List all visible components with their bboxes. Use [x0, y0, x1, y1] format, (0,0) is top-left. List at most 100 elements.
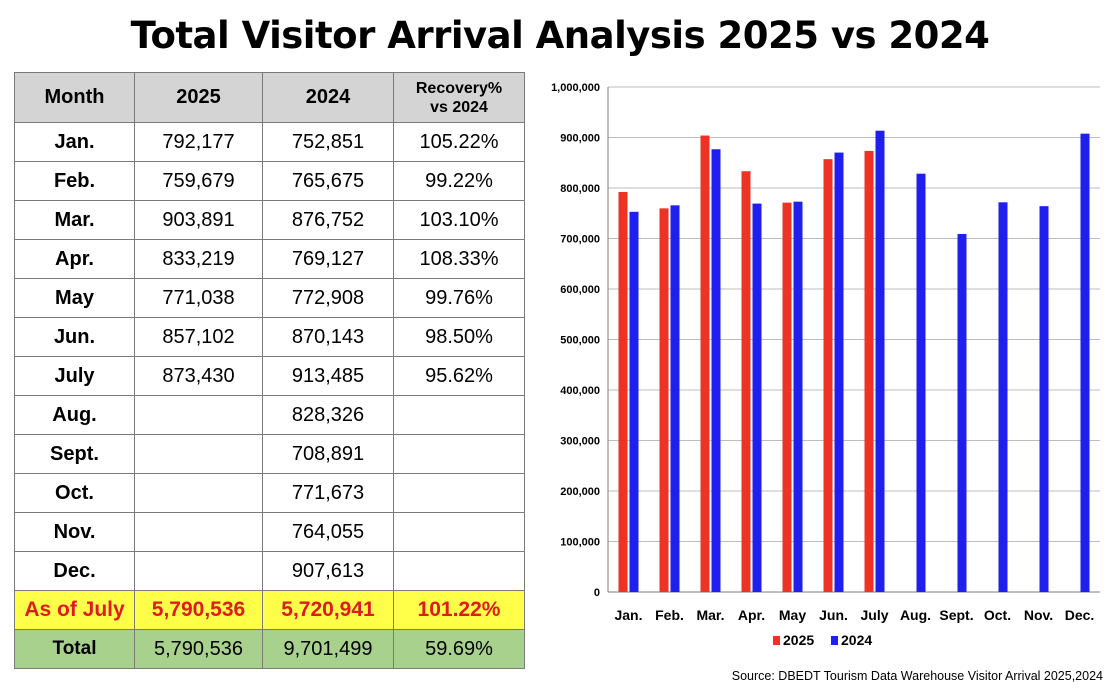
x-tick-label: July — [860, 607, 888, 623]
bar-2025-jun — [823, 159, 833, 592]
legend-label-2024: 2024 — [841, 632, 872, 648]
table-row: Aug. 828,326 — [14, 395, 525, 435]
x-tick-label: May — [779, 607, 806, 623]
recovery-cell: 99.22% — [393, 161, 525, 201]
table-row: Nov. 764,055 — [14, 512, 525, 552]
total-2025: 5,790,536 — [134, 629, 263, 669]
month-cell: Jan. — [14, 122, 135, 162]
table-row: Apr. 833,219 769,127 108.33% — [14, 239, 525, 279]
page-title: Total Visitor Arrival Analysis 2025 vs 2… — [130, 14, 990, 57]
source-note: Source: DBEDT Tourism Data Warehouse Vis… — [731, 669, 1103, 683]
recovery-cell: 98.50% — [393, 317, 525, 357]
as-of-recovery: 101.22% — [393, 590, 525, 630]
bar-2024-aug — [916, 173, 926, 592]
y-tick-label: 1,000,000 — [551, 82, 600, 94]
recovery-cell — [393, 473, 525, 513]
x-tick-label: Dec. — [1065, 607, 1095, 623]
value-2024-cell: 752,851 — [262, 122, 394, 162]
bar-2025-mar — [700, 135, 710, 593]
total-row: Total 5,790,536 9,701,499 59.69% — [14, 629, 525, 669]
table-header-row: Month 2025 2024 Recovery% vs 2024 — [14, 72, 525, 123]
month-cell: Oct. — [14, 473, 135, 513]
recovery-cell — [393, 551, 525, 591]
value-2024-cell: 828,326 — [262, 395, 394, 435]
x-tick-label: Nov. — [1024, 607, 1053, 623]
x-tick-label: Apr. — [738, 607, 765, 623]
recovery-cell — [393, 395, 525, 435]
bar-2024-july — [875, 130, 885, 593]
table-row: Dec. 907,613 — [14, 551, 525, 591]
y-tick-label: 900,000 — [560, 133, 600, 145]
value-2025-cell: 873,430 — [134, 356, 263, 396]
value-2025-cell — [134, 395, 263, 435]
y-tick-label: 100,000 — [560, 537, 600, 549]
visitor-arrival-table: Month 2025 2024 Recovery% vs 2024 Jan. 792… — [14, 72, 525, 669]
x-tick-label: Feb. — [655, 607, 684, 623]
value-2025-cell — [134, 551, 263, 591]
header-month: Month — [14, 72, 135, 123]
table-row: Mar. 903,891 876,752 103.10% — [14, 200, 525, 240]
as-of-2025: 5,790,536 — [134, 590, 263, 630]
table-row: May 771,038 772,908 99.76% — [14, 278, 525, 318]
table-row: Jan. 792,177 752,851 105.22% — [14, 122, 525, 162]
bar-2024-feb — [670, 205, 680, 593]
legend-swatch-2025 — [773, 636, 780, 645]
table-row: Oct. 771,673 — [14, 473, 525, 513]
visitor-arrival-chart: 0 100,000 200,000 300,000 400,000 500,000 600,… — [551, 82, 1100, 648]
bar-2024-may — [793, 201, 803, 592]
value-2024-cell: 772,908 — [262, 278, 394, 318]
recovery-cell — [393, 512, 525, 552]
as-of-label: As of July — [14, 590, 135, 630]
header-2024: 2024 — [262, 72, 394, 123]
value-2025-cell — [134, 434, 263, 474]
header-recovery-line1: Recovery% — [415, 79, 503, 97]
header-2025: 2025 — [134, 72, 263, 123]
bar-2024-oct — [998, 202, 1008, 593]
value-2025-cell — [134, 473, 263, 513]
y-tick-label: 300,000 — [560, 436, 600, 448]
x-tick-label: Jan. — [614, 607, 642, 623]
value-2024-cell: 870,143 — [262, 317, 394, 357]
value-2025-cell: 792,177 — [134, 122, 263, 162]
total-recovery: 59.69% — [393, 629, 525, 669]
bar-2024-dec — [1080, 133, 1090, 592]
bar-2025-apr — [741, 171, 751, 592]
value-2024-cell: 771,673 — [262, 473, 394, 513]
month-cell: Apr. — [14, 239, 135, 279]
bar-2024-apr — [752, 203, 762, 592]
month-cell: Dec. — [14, 551, 135, 591]
y-tick-label: 700,000 — [560, 234, 600, 246]
total-label: Total — [14, 629, 135, 669]
value-2025-cell: 759,679 — [134, 161, 263, 201]
legend-swatch-2024 — [831, 636, 838, 645]
recovery-cell — [393, 434, 525, 474]
bar-2025-july — [864, 150, 874, 592]
month-cell: Aug. — [14, 395, 135, 435]
y-tick-label: 0 — [594, 587, 600, 599]
bar-2024-nov — [1039, 206, 1049, 592]
recovery-cell: 108.33% — [393, 239, 525, 279]
value-2025-cell — [134, 512, 263, 552]
recovery-cell: 95.62% — [393, 356, 525, 396]
bar-2025-jan — [618, 191, 628, 592]
month-cell: Sept. — [14, 434, 135, 474]
x-tick-label: Sept. — [939, 607, 973, 623]
value-2025-cell: 903,891 — [134, 200, 263, 240]
bar-2024-jan — [629, 211, 639, 592]
legend-label-2025: 2025 — [783, 632, 814, 648]
x-tick-label: Aug. — [900, 607, 931, 623]
value-2024-cell: 764,055 — [262, 512, 394, 552]
bar-2024-jun — [834, 152, 844, 592]
y-tick-label: 800,000 — [560, 183, 600, 195]
month-cell: Mar. — [14, 200, 135, 240]
month-cell: Nov. — [14, 512, 135, 552]
total-2024: 9,701,499 — [262, 629, 394, 669]
x-tick-label: Jun. — [819, 607, 848, 623]
header-recovery-line2: vs 2024 — [430, 98, 488, 116]
bar-2024-sept — [957, 234, 967, 592]
month-cell: Feb. — [14, 161, 135, 201]
bar-2025-may — [782, 202, 792, 593]
x-tick-label: Oct. — [984, 607, 1011, 623]
month-cell: Jun. — [14, 317, 135, 357]
table-row: Feb. 759,679 765,675 99.22% — [14, 161, 525, 201]
